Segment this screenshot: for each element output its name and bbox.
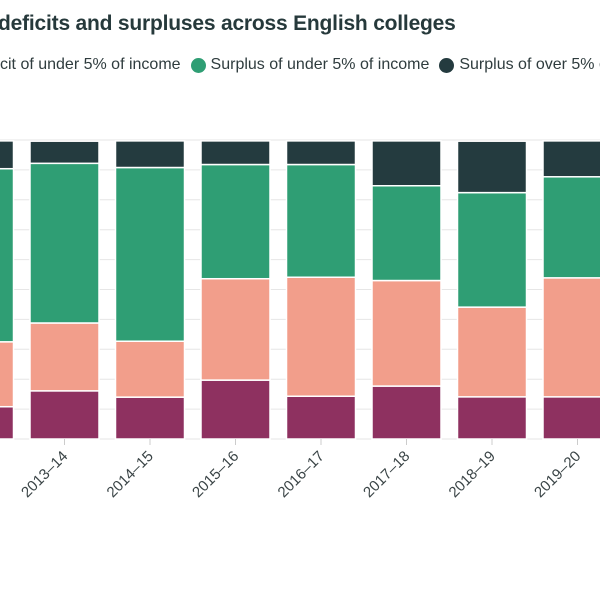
- bar-segment: [285, 276, 357, 397]
- bar-segment: [542, 176, 600, 279]
- legend-swatch: [439, 57, 455, 73]
- x-tick-label: 2015–16: [189, 448, 242, 501]
- legend-item: Surplus of over 5% o: [439, 56, 600, 74]
- bar-segment: [29, 140, 100, 165]
- bar-segment: [200, 140, 271, 166]
- bar-segment: [114, 166, 186, 342]
- bar-segment: [29, 162, 100, 324]
- bar-segment: [29, 390, 100, 440]
- bar-segment: [371, 385, 442, 440]
- bar-segment: [114, 340, 186, 398]
- bar-segment: [114, 396, 186, 440]
- bar-segment: [200, 163, 271, 280]
- bar-segment: [542, 277, 600, 398]
- legend-item: cit of under 5% of income: [0, 56, 181, 74]
- bar-segment: [542, 396, 600, 440]
- bar-segment: [456, 396, 528, 440]
- bar-segment: [542, 140, 600, 178]
- bar-segment: [114, 140, 186, 169]
- bar-segment: [285, 140, 357, 166]
- bar-segment: [0, 405, 15, 440]
- legend-label: cit of under 5% of income: [0, 56, 181, 73]
- bar-segment: [285, 163, 357, 278]
- x-tick-label: 2018–19: [446, 448, 499, 501]
- legend: cit of under 5% of income Surplus of unde…: [0, 56, 600, 74]
- chart-title: deficits and surpluses across English co…: [0, 12, 456, 35]
- x-tick-label: 2016–17: [275, 448, 328, 501]
- bar-segment: [0, 341, 15, 408]
- bar-segment: [0, 140, 15, 170]
- legend-swatch: [190, 57, 206, 73]
- bar-segment: [29, 322, 100, 392]
- bar-segment: [371, 140, 442, 187]
- bar-segment: [200, 379, 271, 440]
- bar-segment: [456, 306, 528, 398]
- bar-segment: [456, 191, 528, 308]
- x-tick-label: 2014–15: [104, 448, 157, 501]
- bar-segment: [285, 395, 357, 440]
- legend-item: Surplus of under 5% of income: [190, 56, 430, 74]
- legend-label: Surplus of over 5% o: [459, 56, 600, 73]
- x-tick-label: 2013–14: [18, 448, 71, 501]
- x-tick-label: 2019–20: [531, 448, 584, 501]
- bar-segment: [200, 277, 271, 381]
- legend-label: Surplus of under 5% of income: [210, 56, 430, 73]
- bar-segment: [0, 167, 15, 343]
- x-tick-label: 2017–18: [360, 448, 413, 501]
- bar-segment: [456, 140, 528, 194]
- bar-segment: [371, 184, 442, 282]
- bar-segment: [371, 279, 442, 387]
